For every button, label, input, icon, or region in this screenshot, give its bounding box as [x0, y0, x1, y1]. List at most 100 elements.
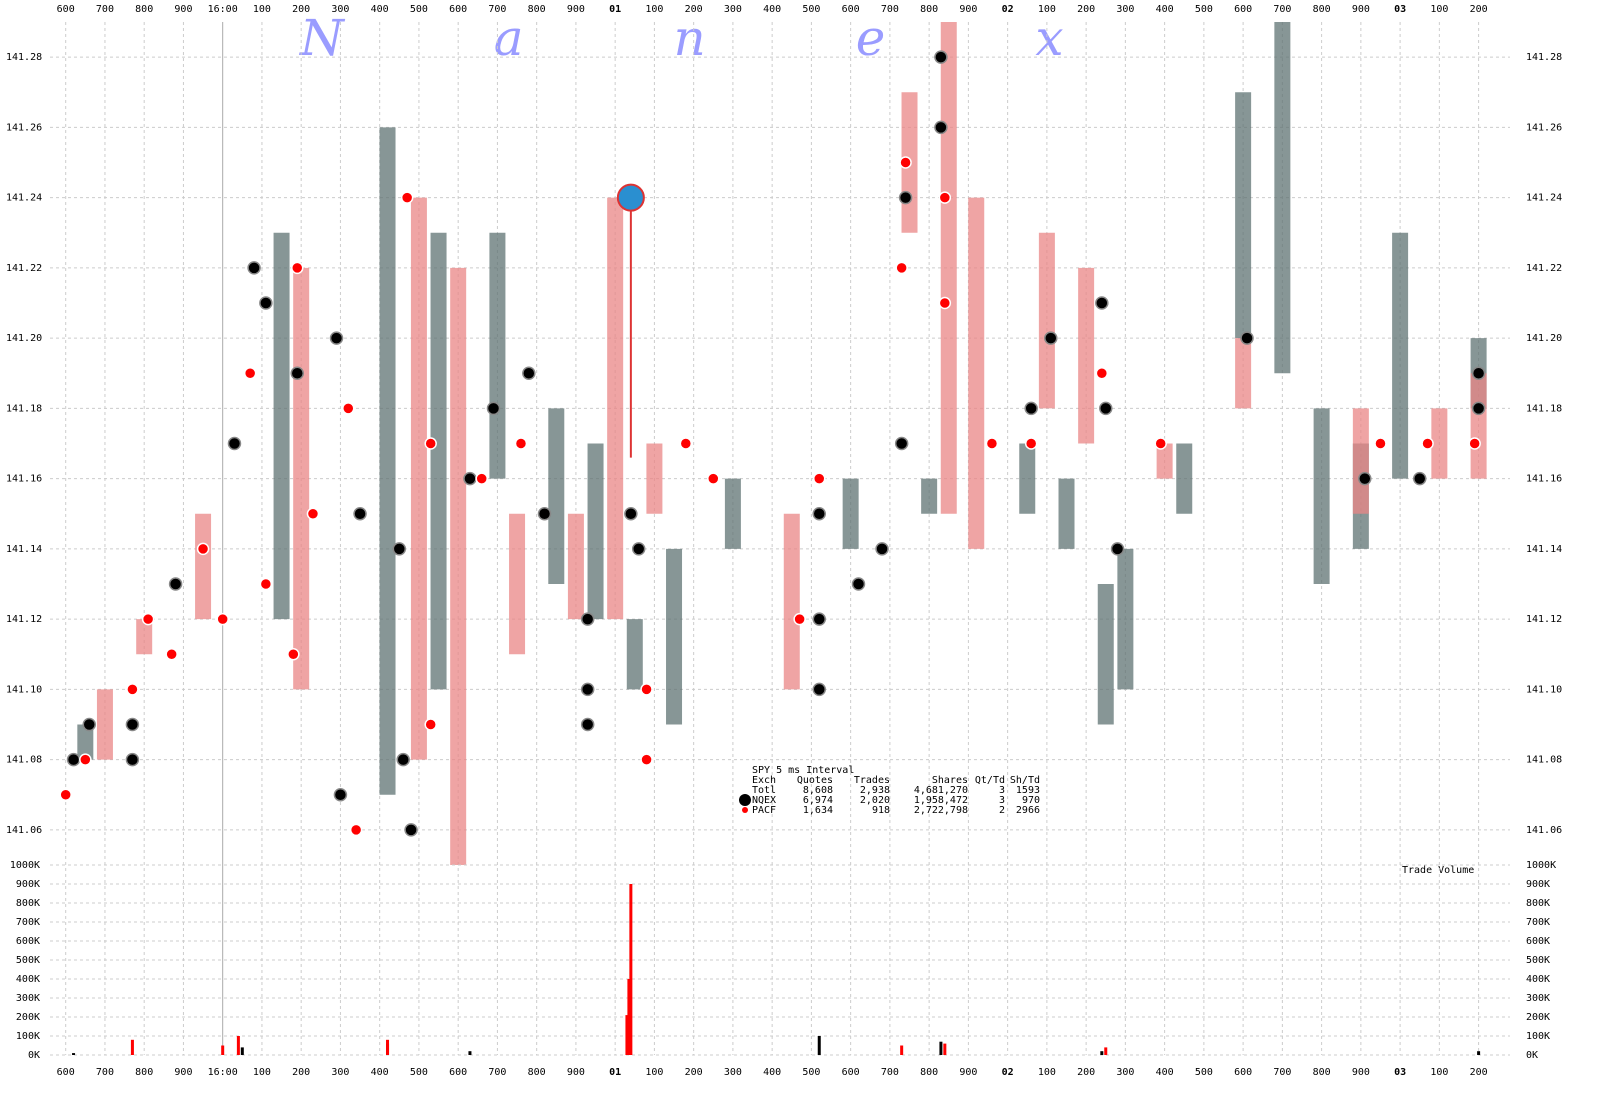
x-tick-label: 200 [685, 4, 703, 15]
x-tick-label: 700 [1273, 1067, 1291, 1078]
volume-bar [627, 979, 631, 1055]
x-tick-label: 900 [1352, 4, 1370, 15]
trade-point [624, 507, 638, 521]
trade-point [342, 402, 355, 415]
quote-range [410, 197, 427, 760]
x-tick-label: 03 [1394, 1067, 1406, 1078]
trade-point [1358, 471, 1372, 486]
trade-point [898, 190, 913, 205]
trade-point [141, 612, 155, 626]
y-tick-label: 1000K [10, 860, 40, 871]
y-tick-label-right: 141.26 [1526, 122, 1562, 133]
trade-point [1024, 401, 1038, 416]
y-tick-label-right: 141.20 [1526, 333, 1562, 344]
y-tick-label-right: 800K [1526, 898, 1550, 909]
trade-point [1471, 366, 1486, 380]
x-tick-label: 200 [1077, 4, 1095, 15]
trade-point [243, 367, 257, 380]
y-tick-label-right: 500K [1526, 955, 1550, 966]
quote-range [379, 127, 396, 795]
y-tick-label: 141.22 [6, 263, 42, 274]
y-tick-label: 400K [16, 974, 40, 985]
quote-range [783, 513, 800, 690]
x-tick-label: 100 [1430, 1067, 1448, 1078]
quote-range [293, 267, 310, 690]
trade-point [216, 612, 229, 626]
x-tick-label: 100 [253, 4, 271, 15]
legend-cell: Totl [752, 785, 776, 796]
trade-point [1412, 471, 1427, 486]
volume-bar [939, 1041, 943, 1055]
x-tick-label: 900 [1352, 1067, 1370, 1078]
x-tick-label: 900 [174, 1067, 192, 1078]
x-tick-label: 16:00 [208, 1067, 238, 1078]
trade-point [1240, 331, 1254, 345]
quote-range [548, 408, 565, 584]
quote-range [1117, 548, 1134, 690]
x-tick-label: 600 [57, 4, 75, 15]
volume-bar [1477, 1051, 1481, 1055]
volume-bar [221, 1045, 225, 1055]
trade-point [812, 472, 826, 485]
y-tick-label: 141.10 [6, 684, 42, 695]
x-tick-label: 500 [1195, 4, 1213, 15]
watermark: Nanex [299, 9, 1214, 67]
trade-point [1024, 437, 1038, 450]
trade-point [1095, 296, 1109, 310]
legend-cell: 1,634 [803, 805, 833, 816]
x-tick-label: 300 [1116, 4, 1134, 15]
trade-point [125, 717, 140, 732]
quote-range [195, 513, 212, 620]
x-tick-label: 03 [1394, 4, 1406, 15]
trade-point [894, 436, 909, 451]
trade-point [793, 612, 806, 626]
legend-marker [739, 794, 751, 806]
x-tick-label: 900 [174, 4, 192, 15]
y-tick-label-right: 141.14 [1526, 544, 1562, 555]
highlight-point [616, 183, 645, 212]
y-tick-label: 141.16 [6, 474, 42, 485]
volume-bar [629, 884, 633, 1055]
x-tick-label: 16:00 [208, 4, 238, 15]
quote-range [724, 478, 741, 549]
quote-range [1097, 584, 1114, 725]
legend-title: SPY 5 ms Interval [752, 765, 854, 776]
trade-point [247, 261, 261, 275]
x-tick-label: 400 [371, 1067, 389, 1078]
x-tick-label: 800 [920, 4, 938, 15]
trade-point [125, 752, 140, 767]
quote-range [1019, 443, 1036, 514]
trade-point [165, 648, 178, 661]
legend-cell: 3 [999, 795, 1005, 806]
quote-range [968, 197, 985, 549]
y-tick-label-right: 900K [1526, 879, 1550, 890]
quote-range [450, 267, 467, 865]
x-tick-label: 400 [763, 4, 781, 15]
trade-point [580, 682, 595, 697]
volume-bar [1100, 1051, 1104, 1055]
volume-bar [236, 1036, 240, 1055]
x-tick-label: 100 [645, 4, 663, 15]
quote-range [1235, 338, 1252, 409]
volume-bar [625, 1015, 629, 1055]
trade-point [66, 752, 81, 767]
quote-range [1470, 373, 1487, 479]
y-tick-label: 500K [16, 955, 40, 966]
x-tick-label: 100 [1430, 4, 1448, 15]
trade-point [392, 542, 407, 556]
y-tick-label-right: 141.28 [1526, 52, 1562, 63]
x-tick-label: 200 [292, 4, 310, 15]
x-tick-label: 300 [724, 4, 742, 15]
legend-cell: 3 [999, 785, 1005, 796]
trade-point [126, 683, 139, 696]
quote-range [1235, 92, 1252, 339]
quote-range [1078, 267, 1095, 444]
quote-range [1274, 22, 1291, 374]
y-tick-label-right: 141.06 [1526, 825, 1562, 836]
y-tick-label: 141.20 [6, 333, 42, 344]
trade-point [631, 542, 646, 556]
y-tick-label: 800K [16, 898, 40, 909]
legend-header: Qt/Td [975, 775, 1005, 786]
trade-point [1421, 437, 1434, 450]
